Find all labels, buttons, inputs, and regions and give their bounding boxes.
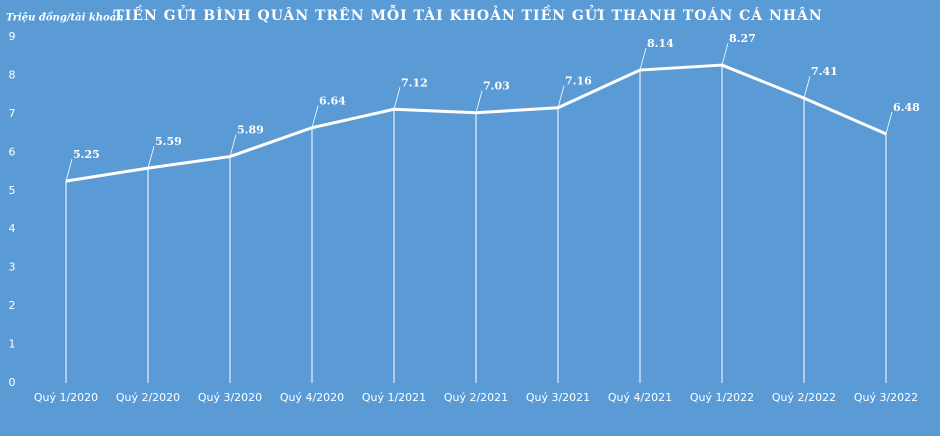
x-tick-label: Quý 1/2020	[34, 391, 98, 404]
y-tick-label: 3	[9, 261, 16, 274]
data-label: 6.64	[319, 95, 346, 108]
data-label: 5.25	[73, 148, 100, 161]
data-label: 6.48	[893, 101, 920, 114]
data-label: 7.16	[565, 75, 592, 88]
x-tick-label: Quý 2/2021	[444, 391, 508, 404]
y-tick-label: 0	[9, 376, 16, 389]
y-tick-label: 9	[9, 30, 16, 43]
label-leader	[721, 42, 729, 66]
data-label: 8.27	[729, 32, 756, 45]
data-label: 8.14	[647, 37, 674, 50]
data-label: 7.03	[483, 80, 510, 93]
label-leader	[639, 47, 647, 71]
label-leader	[885, 111, 893, 134]
x-tick-label: Quý 3/2020	[198, 391, 262, 404]
label-leader	[475, 90, 483, 113]
y-tick-label: 6	[9, 145, 16, 158]
x-tick-label: Quý 3/2022	[854, 391, 918, 404]
data-label: 5.89	[237, 124, 264, 137]
data-label: 5.59	[155, 135, 182, 148]
x-tick-label: Quý 1/2022	[690, 391, 754, 404]
x-tick-label: Quý 2/2020	[116, 391, 180, 404]
label-leader	[229, 134, 237, 157]
label-leader	[393, 87, 401, 110]
y-tick-label: 2	[9, 299, 16, 312]
data-label: 7.41	[811, 65, 838, 78]
label-leader	[311, 105, 319, 128]
x-tick-label: Quý 3/2021	[526, 391, 590, 404]
chart-title: TIỀN GỬI BÌNH QUÂN TRÊN MỖI TÀI KHOẢN TI…	[113, 3, 822, 24]
x-tick-label: Quý 4/2020	[280, 391, 344, 404]
x-tick-label: Quý 1/2021	[362, 391, 426, 404]
label-leader	[557, 85, 565, 108]
y-tick-label: 7	[9, 107, 16, 120]
y-tick-label: 8	[9, 68, 16, 81]
label-leader	[147, 145, 155, 169]
y-axis-label: Triệu đồng/tài khoản	[6, 12, 123, 24]
x-tick-label: Quý 4/2021	[608, 391, 672, 404]
y-tick-label: 1	[9, 338, 16, 351]
data-label: 7.12	[401, 76, 428, 89]
y-tick-label: 5	[9, 184, 16, 197]
x-tick-label: Quý 2/2022	[772, 391, 836, 404]
data-line	[65, 63, 887, 183]
y-tick-label: 4	[9, 222, 16, 235]
label-leader	[803, 76, 811, 99]
label-leader	[65, 159, 73, 182]
